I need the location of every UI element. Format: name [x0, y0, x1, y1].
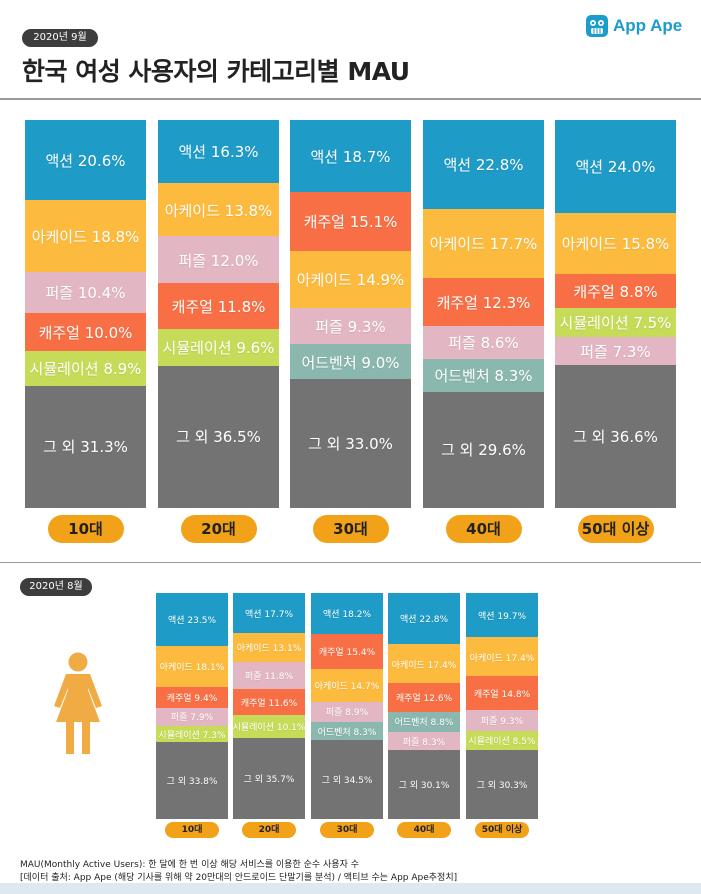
- bar-segment: 퍼즐 9.3%: [290, 308, 411, 346]
- category-label: 40대: [445, 515, 522, 543]
- bar-segment: 퍼즐 9.3%: [466, 709, 538, 732]
- bar-segment: 액션 24.0%: [555, 120, 676, 214]
- woman-icon: [54, 652, 102, 754]
- section-divider: [0, 562, 701, 563]
- bar-segment: 퍼즐 7.9%: [156, 707, 228, 727]
- title-divider: [0, 98, 701, 100]
- bar-segment: 액션 19.7%: [466, 593, 538, 638]
- footer-definition: MAU(Monthly Active Users): 한 달에 한 번 이상 해…: [20, 860, 359, 870]
- bar-segment: 아케이드 18.1%: [156, 645, 228, 688]
- bar-segment: 퍼즐 8.9%: [311, 701, 383, 723]
- bar-segment: 퍼즐 8.6%: [423, 325, 544, 360]
- category-label: 20대: [242, 822, 296, 838]
- bar-segment: 아케이드 15.8%: [555, 212, 676, 275]
- bar-segment: 캐주얼 15.1%: [290, 192, 411, 252]
- category-label: 30대: [312, 515, 389, 543]
- bar-segment: 그 외 30.1%: [388, 750, 460, 819]
- category-label: 30대: [320, 822, 374, 838]
- bar-segment: 그 외 33.8%: [156, 741, 228, 819]
- bar-segment: 어드벤처 8.8%: [388, 711, 460, 733]
- bar-segment: 그 외 33.0%: [290, 379, 411, 508]
- bar-segment: 퍼즐 12.0%: [158, 236, 279, 284]
- bar-segment: 어드벤처 8.3%: [423, 359, 544, 393]
- bar-segment: 그 외 36.6%: [555, 365, 676, 508]
- bar-segment: 액션 22.8%: [423, 120, 544, 210]
- bar-segment: 캐주얼 8.8%: [555, 274, 676, 309]
- bar-segment: 아케이드 18.8%: [25, 199, 146, 274]
- category-label: 10대: [165, 822, 219, 838]
- footer-source: [데이터 출처: App Ape (해당 기사를 위해 약 20만대의 안드로이…: [20, 873, 458, 883]
- bar-segment: 캐주얼 11.8%: [158, 282, 279, 330]
- brand-logo: App Ape: [585, 14, 682, 38]
- bar-segment: 그 외 35.7%: [233, 737, 305, 819]
- bar-segment: 캐주얼 11.6%: [233, 688, 305, 716]
- bar-segment: 액션 22.8%: [388, 593, 460, 645]
- bar-segment: 퍼즐 10.4%: [25, 272, 146, 314]
- bar-segment: 퍼즐 7.3%: [555, 337, 676, 366]
- bar-segment: 캐주얼 9.4%: [156, 686, 228, 709]
- category-label: 50대 이상: [577, 515, 654, 543]
- bar-segment: 액션 17.7%: [233, 593, 305, 634]
- bar-segment: 그 외 29.6%: [423, 391, 544, 508]
- bar-segment: 아케이드 13.1%: [233, 632, 305, 663]
- bar-segment: 그 외 31.3%: [25, 385, 146, 508]
- bar-segment: 액션 23.5%: [156, 593, 228, 647]
- brand-name: App Ape: [613, 16, 683, 35]
- bar-segment: 아케이드 17.4%: [466, 637, 538, 678]
- bar-segment: 시뮬레이션 7.3%: [156, 725, 228, 743]
- bar-segment: 시뮬레이션 8.5%: [466, 730, 538, 751]
- bar-segment: 그 외 30.3%: [466, 749, 538, 819]
- category-label: 10대: [47, 515, 124, 543]
- bar-segment: 캐주얼 14.8%: [466, 676, 538, 711]
- bar-segment: 액션 18.2%: [311, 593, 383, 635]
- bar-segment: 캐주얼 12.6%: [388, 683, 460, 713]
- bar-segment: 그 외 36.5%: [158, 365, 279, 508]
- bar-segment: 캐주얼 12.3%: [423, 277, 544, 327]
- bar-segment: 캐주얼 15.4%: [311, 633, 383, 670]
- bar-segment: 아케이드 14.9%: [290, 250, 411, 310]
- category-label: 20대: [180, 515, 257, 543]
- bar-segment: 어드벤처 8.3%: [311, 721, 383, 741]
- bar-segment: 어드벤처 9.0%: [290, 344, 411, 380]
- bar-segment: 그 외 34.5%: [311, 740, 383, 819]
- bar-segment: 아케이드 14.7%: [311, 668, 383, 703]
- date-badge-bottom: 2020년 8월: [20, 578, 92, 596]
- app-ape-logo-icon: [586, 15, 608, 37]
- bar-segment: 아케이드 13.8%: [158, 183, 279, 238]
- bar-segment: 시뮬레이션 8.9%: [25, 351, 146, 387]
- bar-segment: 시뮬레이션 10.1%: [233, 714, 305, 739]
- bar-segment: 액션 20.6%: [25, 120, 146, 201]
- page-title: 한국 여성 사용자의 카테고리별 MAU: [22, 57, 410, 86]
- footer-band: [0, 883, 701, 894]
- bar-segment: 아케이드 17.4%: [388, 644, 460, 685]
- category-label: 40대: [397, 822, 451, 838]
- bar-segment: 퍼즐 11.8%: [233, 662, 305, 690]
- date-badge-top: 2020년 9월: [22, 29, 98, 47]
- bar-segment: 시뮬레이션 7.5%: [555, 308, 676, 338]
- bar-segment: 아케이드 17.7%: [423, 208, 544, 279]
- bar-segment: 시뮬레이션 9.6%: [158, 328, 279, 367]
- bar-segment: 캐주얼 10.0%: [25, 312, 146, 353]
- bar-segment: 액션 18.7%: [290, 120, 411, 193]
- category-label: 50대 이상: [475, 822, 529, 838]
- bar-segment: 액션 16.3%: [158, 120, 279, 184]
- bar-segment: 퍼즐 8.3%: [388, 731, 460, 751]
